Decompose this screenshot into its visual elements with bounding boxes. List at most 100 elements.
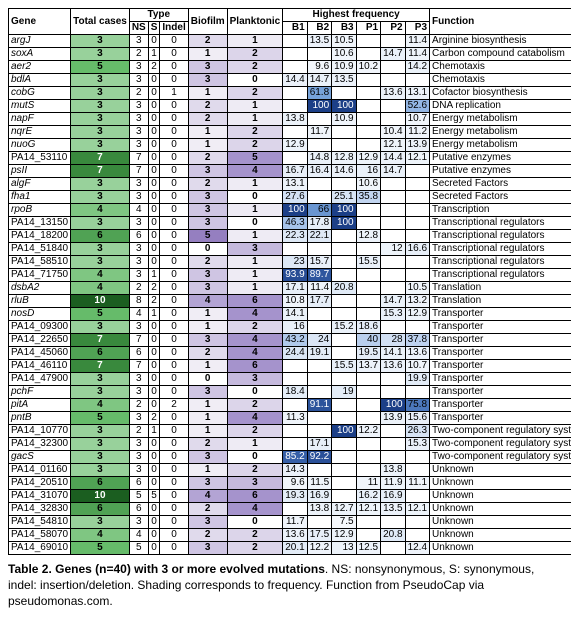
bio: 2 [188, 178, 227, 191]
p1 [356, 139, 380, 152]
bio: 2 [188, 113, 227, 126]
b1: 85.2 [283, 451, 307, 464]
ns: 3 [129, 243, 148, 256]
s: 0 [148, 35, 160, 48]
bio: 3 [188, 165, 227, 178]
s: 0 [148, 464, 160, 477]
p3: 12.4 [405, 542, 429, 555]
b1: 9.6 [283, 477, 307, 490]
gene: psII [9, 165, 71, 178]
p1 [356, 438, 380, 451]
plk: 0 [227, 217, 283, 230]
b3 [332, 126, 356, 139]
s: 0 [148, 399, 160, 412]
in: 0 [160, 35, 188, 48]
b1 [283, 87, 307, 100]
func: Energy metabolism [430, 139, 571, 152]
ns: 2 [129, 425, 148, 438]
p2 [381, 61, 405, 74]
tot: 4 [71, 282, 130, 295]
plk: 2 [227, 126, 283, 139]
p1 [356, 217, 380, 230]
b1: 43.2 [283, 334, 307, 347]
plk: 4 [227, 347, 283, 360]
func: Translation [430, 282, 571, 295]
ns: 3 [129, 438, 148, 451]
bio: 1 [188, 425, 227, 438]
b1 [283, 152, 307, 165]
b2 [307, 464, 331, 477]
ns: 4 [129, 204, 148, 217]
p3 [405, 74, 429, 87]
func: DNA replication [430, 100, 571, 113]
b3: 10.5 [332, 35, 356, 48]
gene: dsbA2 [9, 282, 71, 295]
func: Secreted Factors [430, 178, 571, 191]
p3: 10.7 [405, 113, 429, 126]
in: 0 [160, 61, 188, 74]
p1: 11 [356, 477, 380, 490]
p3: 75.8 [405, 399, 429, 412]
b3 [332, 230, 356, 243]
table-caption: Table 2. Genes (n=40) with 3 or more evo… [8, 561, 563, 610]
bio: 3 [188, 61, 227, 74]
b2: 17.7 [307, 295, 331, 308]
b2: 17.8 [307, 217, 331, 230]
p3: 13.9 [405, 139, 429, 152]
plk: 2 [227, 464, 283, 477]
tot: 10 [71, 295, 130, 308]
in: 0 [160, 256, 188, 269]
plk: 2 [227, 139, 283, 152]
tot: 6 [71, 230, 130, 243]
b1 [283, 399, 307, 412]
b1: 23 [283, 256, 307, 269]
b3 [332, 256, 356, 269]
s: 0 [148, 100, 160, 113]
p2: 12 [381, 243, 405, 256]
func: Transporter [430, 373, 571, 386]
p1 [356, 35, 380, 48]
ns: 4 [129, 308, 148, 321]
p1 [356, 399, 380, 412]
s: 2 [148, 295, 160, 308]
h-b2: B2 [307, 22, 331, 35]
ns: 2 [129, 87, 148, 100]
b2: 91.1 [307, 399, 331, 412]
ns: 3 [129, 373, 148, 386]
in: 0 [160, 490, 188, 503]
s: 0 [148, 113, 160, 126]
in: 0 [160, 48, 188, 61]
p3 [405, 490, 429, 503]
h-total: Total cases [71, 9, 130, 35]
bio: 3 [188, 477, 227, 490]
h-planktonic: Planktonic [227, 9, 283, 35]
h-p1: P1 [356, 22, 380, 35]
s: 0 [148, 477, 160, 490]
p3: 11.1 [405, 477, 429, 490]
p2: 12.1 [381, 139, 405, 152]
in: 0 [160, 542, 188, 555]
tot: 3 [71, 191, 130, 204]
bio: 2 [188, 152, 227, 165]
func: Transcriptional regulators [430, 269, 571, 282]
ns: 2 [129, 48, 148, 61]
plk: 4 [227, 308, 283, 321]
ns: 6 [129, 347, 148, 360]
p3: 13.2 [405, 295, 429, 308]
p3: 11.4 [405, 48, 429, 61]
in: 0 [160, 516, 188, 529]
in: 0 [160, 282, 188, 295]
plk: 2 [227, 87, 283, 100]
b3: 12.7 [332, 503, 356, 516]
b1 [283, 48, 307, 61]
tot: 7 [71, 152, 130, 165]
p1: 16 [356, 165, 380, 178]
func: Putative enzymes [430, 165, 571, 178]
b3: 10.9 [332, 113, 356, 126]
b1 [283, 243, 307, 256]
p1: 10.6 [356, 178, 380, 191]
b3: 25.1 [332, 191, 356, 204]
p1: 12.8 [356, 230, 380, 243]
h-hifreq: Highest frequency [283, 9, 430, 22]
in: 0 [160, 139, 188, 152]
